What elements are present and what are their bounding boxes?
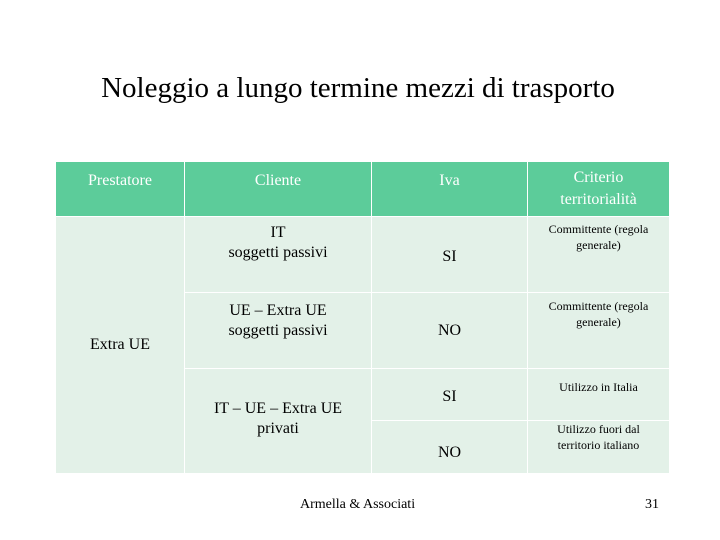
cliente-line: soggetti passivi bbox=[228, 322, 328, 339]
cliente-cell: IT – UE – Extra UE privati bbox=[185, 369, 371, 473]
prestatore-cell: Extra UE bbox=[56, 217, 184, 473]
criterio-value: Utilizzo in Italia bbox=[559, 380, 638, 394]
iva-value: SI bbox=[442, 388, 457, 405]
criterio-cell: Committente (regola generale) bbox=[528, 293, 669, 368]
iva-cell: SI bbox=[372, 217, 527, 292]
criterio-value: Committente (regola generale) bbox=[548, 299, 649, 329]
cliente-cell: UE – Extra UE soggetti passivi bbox=[185, 293, 371, 368]
cliente-cell: IT soggetti passivi bbox=[185, 217, 371, 292]
iva-value: SI bbox=[442, 248, 457, 265]
header-label: Cliente bbox=[254, 172, 302, 189]
header-cliente: Cliente bbox=[185, 162, 371, 216]
iva-value: NO bbox=[437, 322, 462, 339]
iva-cell: NO bbox=[372, 293, 527, 368]
footer-author: Armella & Associati bbox=[300, 497, 416, 512]
header-label: Criterio territorialità bbox=[560, 169, 637, 208]
criterio-value: Committente (regola generale) bbox=[548, 222, 649, 252]
cliente-line: soggetti passivi bbox=[228, 244, 328, 261]
header-criterio: Criterio territorialità bbox=[528, 162, 669, 216]
header-label: Iva bbox=[439, 172, 460, 189]
iva-value: NO bbox=[437, 444, 462, 461]
criterio-cell: Utilizzo fuori dal territorio italiano bbox=[528, 421, 669, 473]
slide-title: Noleggio a lungo termine mezzi di traspo… bbox=[101, 72, 615, 104]
criterio-cell: Utilizzo in Italia bbox=[528, 369, 669, 420]
iva-cell: NO bbox=[372, 421, 527, 473]
cliente-line: UE – Extra UE bbox=[229, 302, 327, 319]
cliente-line: privati bbox=[257, 420, 299, 437]
header-iva: Iva bbox=[372, 162, 527, 216]
criterio-value: Utilizzo fuori dal territorio italiano bbox=[557, 422, 640, 452]
page-number: 31 bbox=[645, 497, 659, 512]
cliente-line: IT bbox=[270, 224, 286, 241]
header-prestatore: Prestatore bbox=[56, 162, 184, 216]
prestatore-value: Extra UE bbox=[90, 336, 150, 353]
cliente-line: IT – UE – Extra UE bbox=[213, 400, 343, 417]
header-label: Prestatore bbox=[88, 172, 152, 189]
iva-cell: SI bbox=[372, 369, 527, 420]
criterio-cell: Committente (regola generale) bbox=[528, 217, 669, 292]
